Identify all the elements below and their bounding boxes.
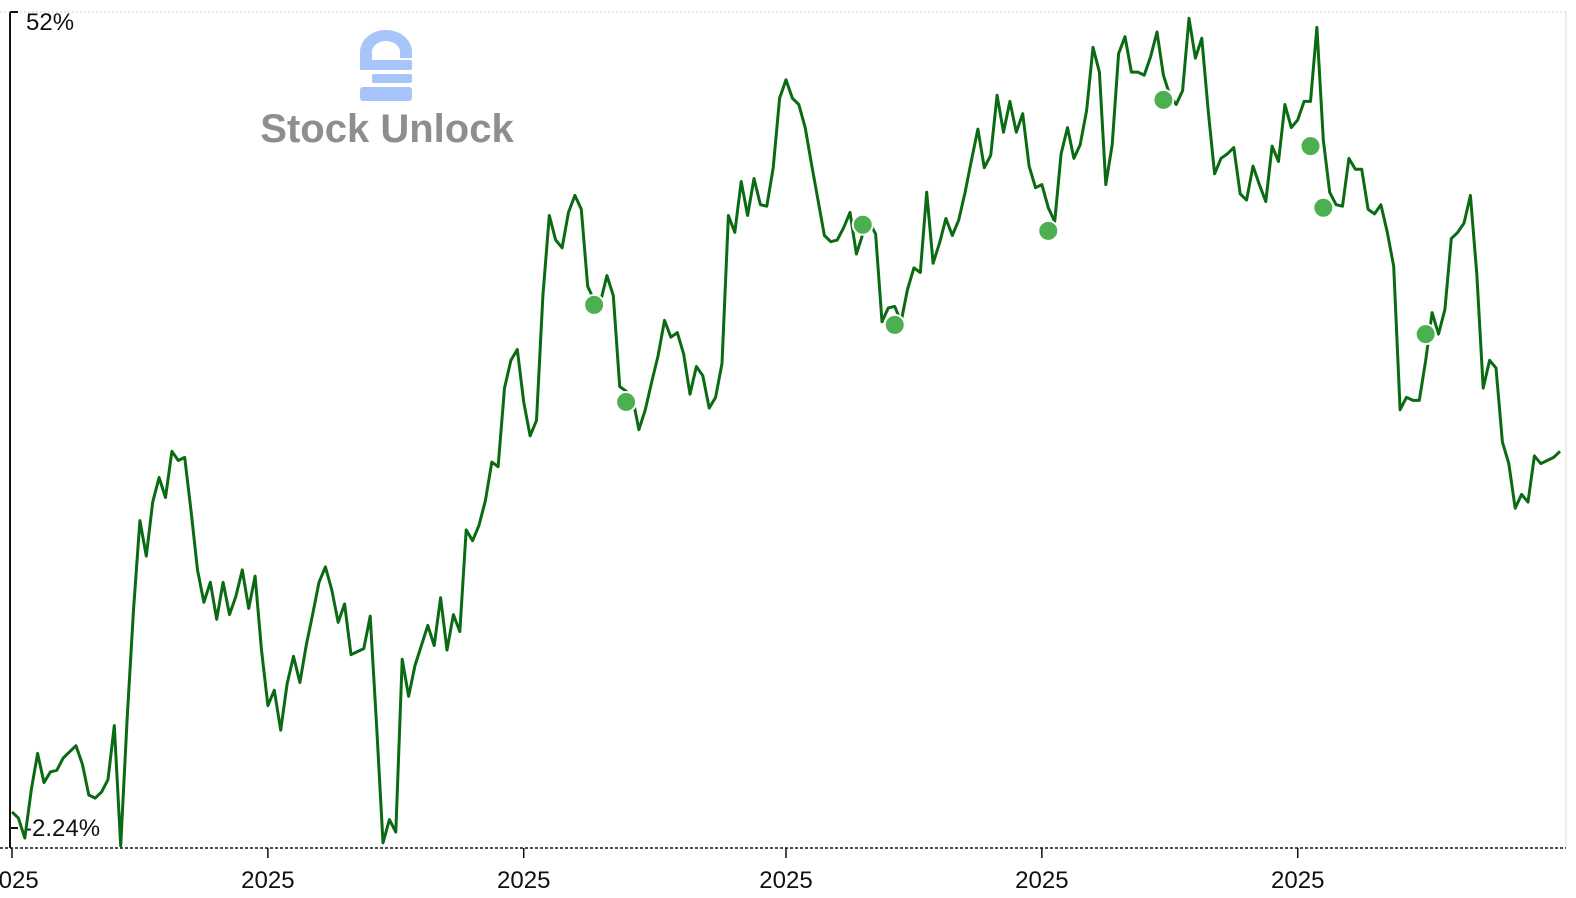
signal-point xyxy=(883,313,906,336)
y-tick-label: 52% xyxy=(26,9,74,36)
x-tick-label: 2025 xyxy=(0,867,39,894)
logo-bar xyxy=(360,87,412,101)
logo xyxy=(360,30,412,101)
logo-arch xyxy=(360,30,412,70)
price-line xyxy=(10,16,1562,848)
logo-bar xyxy=(372,74,412,83)
watermark: Stock Unlock xyxy=(260,107,514,151)
signal-point xyxy=(1299,135,1322,158)
signal-point xyxy=(583,293,606,316)
y-tick-label: -2.24% xyxy=(24,815,100,842)
signal-point xyxy=(851,213,874,236)
signal-point xyxy=(1312,196,1335,219)
signal-point xyxy=(1152,88,1175,111)
x-tick-label: 2025 xyxy=(497,867,550,894)
signal-point xyxy=(615,390,638,413)
x-tick-label: 2025 xyxy=(1015,867,1068,894)
x-tick-label: 2025 xyxy=(759,867,812,894)
signal-point xyxy=(1037,219,1060,242)
logo-bar xyxy=(360,60,412,70)
x-tick-label: 2025 xyxy=(241,867,294,894)
signal-point xyxy=(1414,323,1437,346)
x-tick-label: 2025 xyxy=(1271,867,1324,894)
